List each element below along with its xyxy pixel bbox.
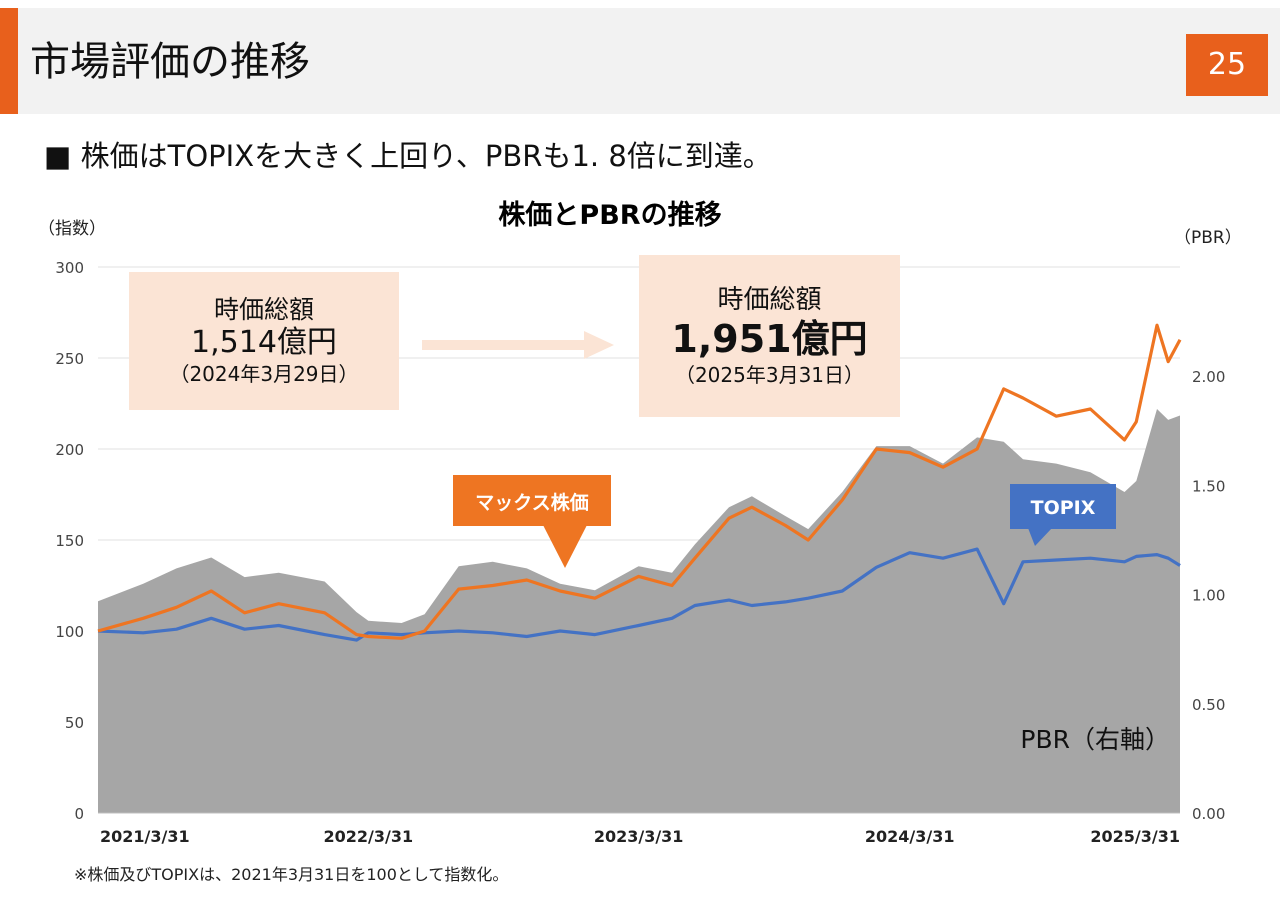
- footnote: ※株価及びTOPIXは、2021年3月31日を100として指数化。: [74, 865, 509, 884]
- y-tick-label: 300: [55, 259, 84, 277]
- y2-tick-label: 0.00: [1192, 805, 1225, 823]
- x-tick-label: 2024/3/31: [865, 827, 955, 846]
- market-cap-callout-2025: 時価総額 1,951億円 （2025年3月31日）: [639, 255, 900, 417]
- header-accent-bar: [0, 8, 18, 114]
- y2-tick-label: 1.00: [1192, 587, 1225, 605]
- stock-label-box: [453, 475, 611, 526]
- callout-label: 時価総額: [717, 285, 822, 315]
- pbr-series-label: PBR（右軸）: [1020, 725, 1170, 754]
- page-number-badge: 25: [1186, 34, 1268, 96]
- y-tick-label: 250: [55, 350, 84, 368]
- callout-label: 時価総額: [213, 295, 314, 324]
- topix-series-label: TOPIX: [1031, 497, 1096, 519]
- stock-price-line: [97, 323, 1182, 640]
- y-tick-label: 200: [55, 441, 84, 459]
- callout-arrow-shaft: [422, 340, 584, 350]
- topix-label-pointer: [1028, 528, 1052, 546]
- y-tick-label: 150: [55, 532, 84, 550]
- pbr-area: [98, 409, 1180, 813]
- stock-label-pointer: [543, 525, 587, 568]
- callout-value: 1,951億円: [671, 317, 868, 361]
- callout-arrow-head: [584, 331, 614, 359]
- chart-title: 株価とPBRの推移: [498, 200, 722, 231]
- x-tick-label: 2022/3/31: [324, 827, 414, 846]
- y-axis-label-right: （PBR）: [1174, 228, 1242, 248]
- callout-date: （2025年3月31日）: [674, 363, 865, 387]
- stock-series-label: マックス株価: [475, 491, 588, 514]
- topix-label-box: [1010, 484, 1116, 529]
- callout-date: （2024年3月29日）: [169, 362, 359, 386]
- y2-tick-label: 0.50: [1192, 696, 1225, 714]
- y2-tick-label: 1.50: [1192, 477, 1225, 495]
- y2-tick-label: 2.00: [1192, 368, 1225, 386]
- y-tick-label: 50: [65, 714, 84, 732]
- x-tick-label: 2025/3/31: [1090, 827, 1180, 846]
- headline: ■ 株価はTOPIXを大きく上回り、PBRも1. 8倍に到達。: [44, 139, 772, 173]
- callout-value: 1,514億円: [191, 325, 337, 360]
- y-tick-label: 100: [55, 623, 84, 641]
- y-tick-label: 0: [74, 805, 84, 823]
- slide-header: 市場評価の推移: [0, 8, 1280, 114]
- topix-line: [97, 547, 1181, 642]
- market-cap-callout-2024: 時価総額 1,514億円 （2024年3月29日）: [129, 272, 399, 410]
- x-tick-label: 2021/3/31: [100, 827, 190, 846]
- page-title: 市場評価の推移: [30, 39, 310, 85]
- y-axis-label-left: （指数）: [38, 219, 106, 239]
- x-tick-label: 2023/3/31: [594, 827, 684, 846]
